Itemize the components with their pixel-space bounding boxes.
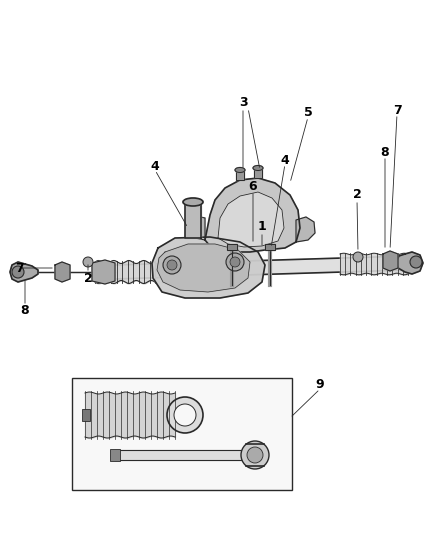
Circle shape [83, 257, 93, 267]
Bar [110, 449, 120, 461]
Polygon shape [55, 262, 70, 282]
Circle shape [241, 441, 269, 469]
Text: 9: 9 [316, 378, 324, 392]
Text: 8: 8 [21, 303, 29, 317]
Bar [254, 168, 262, 178]
Ellipse shape [253, 166, 263, 171]
Polygon shape [115, 256, 408, 279]
Polygon shape [152, 237, 265, 298]
Text: 6: 6 [249, 181, 257, 193]
Circle shape [247, 447, 263, 463]
Text: 2: 2 [353, 189, 361, 201]
Bar [236, 170, 244, 180]
Text: 2: 2 [84, 271, 92, 285]
Text: 7: 7 [14, 262, 23, 274]
Text: 7: 7 [392, 103, 401, 117]
Circle shape [167, 397, 203, 433]
Bar [265, 244, 275, 250]
Polygon shape [383, 251, 398, 271]
Bar [254, 168, 262, 178]
Polygon shape [92, 260, 115, 284]
Text: 1: 1 [258, 221, 266, 233]
Bar [227, 244, 237, 250]
Bar [72, 378, 292, 490]
Circle shape [353, 252, 363, 262]
Polygon shape [296, 217, 315, 242]
Ellipse shape [235, 167, 245, 173]
Text: 4: 4 [281, 154, 290, 166]
Text: 8: 8 [381, 147, 389, 159]
Text: 5: 5 [304, 107, 312, 119]
Circle shape [226, 253, 244, 271]
Polygon shape [157, 244, 250, 292]
Circle shape [230, 257, 240, 267]
Bar [82, 409, 90, 421]
Circle shape [174, 404, 196, 426]
Polygon shape [218, 192, 284, 247]
Circle shape [410, 256, 422, 268]
Polygon shape [10, 262, 38, 282]
Bar [265, 244, 275, 250]
Polygon shape [188, 216, 205, 240]
Ellipse shape [183, 198, 203, 206]
Polygon shape [396, 252, 423, 274]
Polygon shape [185, 205, 201, 238]
Circle shape [163, 256, 181, 274]
Text: 3: 3 [239, 96, 247, 109]
Polygon shape [205, 178, 300, 252]
Polygon shape [115, 450, 250, 460]
Bar [227, 244, 237, 250]
Circle shape [12, 266, 24, 278]
Bar [236, 170, 244, 180]
Circle shape [167, 260, 177, 270]
Text: 4: 4 [151, 159, 159, 173]
